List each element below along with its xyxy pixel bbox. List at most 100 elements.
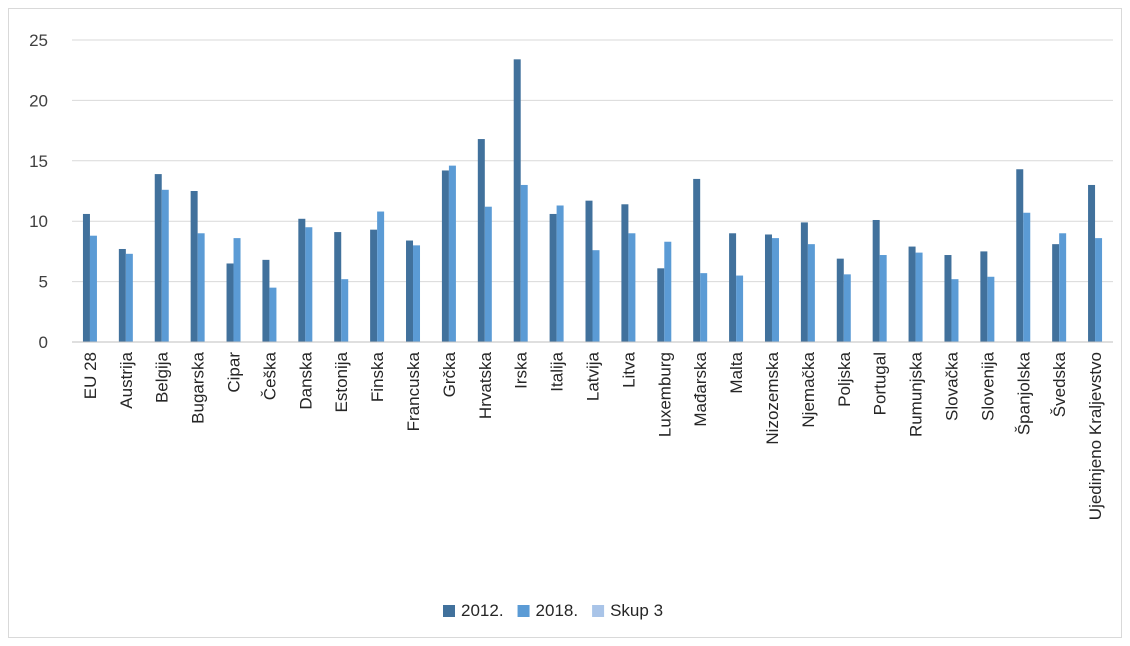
x-tick-label: EU 28 — [81, 352, 100, 399]
bar-2012-21 — [836, 258, 844, 342]
x-tick-label: Hrvatska — [476, 351, 495, 419]
x-tick-label: Malta — [727, 351, 746, 393]
bar-2018-3 — [197, 233, 205, 342]
x-tick-label: Češka — [260, 351, 279, 400]
bar-2018-15 — [628, 233, 636, 342]
bar-2012-5 — [262, 259, 270, 342]
legend-label: 2018. — [536, 601, 579, 620]
bar-2012-4 — [226, 263, 234, 342]
legend-swatch — [443, 605, 455, 617]
y-tick-label: 15 — [29, 152, 48, 171]
bar-2012-15 — [621, 204, 629, 342]
bar-2018-9 — [413, 245, 421, 342]
bar-2012-1 — [118, 248, 126, 342]
bar-2012-17 — [693, 178, 701, 342]
x-tick-label: Slovenija — [978, 351, 997, 421]
legend-swatch — [517, 605, 530, 617]
bar-2012-10 — [441, 170, 449, 342]
x-tick-label: Portugal — [871, 352, 890, 415]
bar-2012-9 — [406, 240, 414, 342]
x-tick-label: Španjolska — [1014, 351, 1033, 435]
x-tick-label: Ujedinjeno Kraljevstvo — [1086, 352, 1105, 520]
bar-2018-1 — [125, 253, 133, 342]
x-tick-label: Švedska — [1050, 351, 1069, 417]
bar-2012-14 — [585, 200, 593, 342]
bar-2018-16 — [664, 241, 672, 342]
bar-2018-20 — [807, 244, 815, 342]
x-axis-category-labels: EU 28 Austrija Belgija Bugarska Cipar Češka Da… — [81, 351, 1105, 520]
bar-2012-24 — [944, 255, 952, 342]
bar-2018-0 — [89, 235, 97, 342]
bar-2018-21 — [843, 274, 851, 342]
bar-2018-19 — [771, 238, 779, 342]
x-tick-label: Francuska — [404, 351, 423, 431]
bar-2018-23 — [915, 252, 923, 342]
bar-2018-13 — [556, 205, 564, 342]
bar-2012-25 — [980, 251, 988, 342]
bar-2018-11 — [484, 206, 492, 342]
bar-2018-17 — [700, 273, 708, 342]
x-tick-label: Estonija — [332, 351, 351, 412]
x-tick-label: Nizozemska — [763, 351, 782, 444]
bar-2018-4 — [233, 238, 241, 342]
y-tick-label: 20 — [29, 91, 48, 110]
bar-2012-11 — [477, 139, 485, 342]
bar-2018-7 — [341, 279, 349, 342]
bar-2012-16 — [657, 268, 665, 342]
bar-2018-10 — [448, 165, 456, 342]
bar-2018-14 — [592, 250, 600, 342]
bar-2012-23 — [908, 246, 916, 342]
x-tick-label: Bugarska — [189, 351, 208, 423]
bar-2012-2 — [154, 174, 162, 342]
bar-2018-2 — [161, 189, 169, 342]
legend-label: Skup 3 — [610, 601, 663, 620]
x-tick-label: Danska — [296, 351, 315, 409]
bar-2012-3 — [190, 191, 198, 342]
x-tick-label: Austrija — [117, 351, 136, 408]
bar-2012-20 — [800, 222, 808, 342]
x-tick-label: Grčka — [440, 351, 459, 397]
x-tick-label: Litva — [619, 351, 638, 387]
bar-2012-19 — [764, 234, 772, 342]
x-tick-label: Luxemburg — [655, 352, 674, 437]
x-tick-label: Cipar — [225, 352, 244, 393]
bar-2018-8 — [377, 211, 385, 342]
y-tick-label: 0 — [39, 333, 48, 352]
bar-2012-13 — [549, 213, 557, 342]
bar-2018-22 — [879, 255, 887, 342]
y-tick-label: 25 — [29, 31, 48, 50]
bar-2018-26 — [1023, 212, 1031, 342]
bar-2012-6 — [298, 218, 306, 342]
x-tick-label: Belgija — [153, 351, 172, 403]
bar-2012-27 — [1052, 244, 1060, 342]
bar-2012-8 — [370, 229, 378, 342]
y-axis-tick-labels: 0 5 10 15 20 25 — [29, 31, 48, 352]
bar-2012-12 — [513, 59, 521, 342]
bar-2018-27 — [1059, 233, 1067, 342]
bar-2018-6 — [305, 227, 313, 342]
x-tick-label: Rumunjska — [907, 351, 926, 437]
x-tick-label: Latvija — [584, 351, 603, 401]
x-tick-label: Finska — [368, 351, 387, 402]
bar-2018-28 — [1095, 238, 1103, 342]
bar-2018-25 — [987, 276, 995, 342]
x-tick-label: Irska — [512, 351, 531, 388]
y-tick-label: 10 — [29, 212, 48, 231]
bar-2018-5 — [269, 287, 277, 342]
legend-swatch — [592, 605, 605, 617]
bar-2018-18 — [736, 275, 744, 342]
bar-2012-22 — [872, 219, 880, 342]
bar-2012-7 — [334, 232, 342, 342]
x-tick-label: Italija — [548, 351, 567, 391]
x-tick-label: Slovačka — [942, 351, 961, 421]
bar-2018-24 — [951, 279, 959, 342]
bar-2012-26 — [1016, 169, 1024, 342]
bars — [82, 59, 1103, 342]
legend-label: 2012. — [461, 601, 504, 620]
x-tick-label: Poljska — [835, 351, 854, 406]
legend: 2012. 2018. Skup 3 — [443, 601, 663, 620]
y-tick-label: 5 — [39, 273, 48, 292]
bar-2018-12 — [520, 184, 528, 342]
bar-2012-28 — [1088, 184, 1096, 342]
